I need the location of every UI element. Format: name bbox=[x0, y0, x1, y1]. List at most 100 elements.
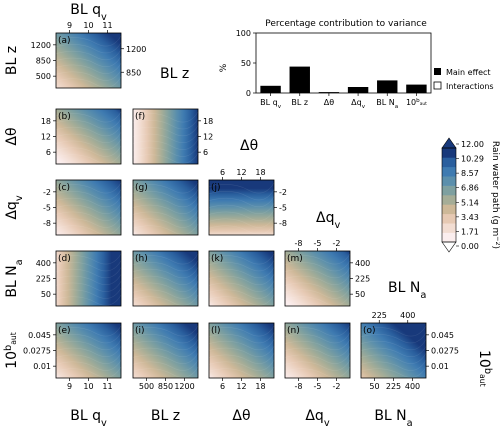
diag-top-tick: 400 bbox=[400, 311, 415, 320]
colorbar: 12.00 10.29 8.57 6.86 5.14 3.43 1.71 0.00 Rain w… bbox=[441, 137, 500, 253]
ytick-dqv: -2 bbox=[43, 188, 51, 197]
colorbar-tick: 6.86 bbox=[461, 184, 479, 193]
xtick-dtheta: 6 bbox=[220, 382, 225, 391]
ytick-dqv: -5 bbox=[43, 204, 51, 213]
emulator-grid: (a) (b) (c) (d) (e) (f) (g) (h) (i) (j) (k) (l) (m) (… bbox=[55, 32, 427, 379]
panel-label: (o) bbox=[363, 326, 376, 336]
ytick-z: 1200 bbox=[31, 41, 51, 50]
panel-l: (l) bbox=[208, 322, 275, 379]
panel-label: (b) bbox=[58, 112, 71, 122]
bar-chart-title: Percentage contribution to variance bbox=[265, 19, 427, 29]
rtick-dtheta: 6 bbox=[203, 148, 208, 157]
bar-xtick: Δqv bbox=[351, 98, 366, 110]
colorbar-segment bbox=[442, 157, 456, 168]
grid-axes: 9 10 11 BL qv 500 850 1200 BL z 6 12 18 Δθ -8 -5 -2 Δqv… bbox=[3, 2, 494, 427]
ytick-dqv: -8 bbox=[43, 219, 51, 228]
bar-xtick: Δθ bbox=[324, 98, 334, 107]
panel-o: (o) bbox=[360, 322, 427, 379]
xtick-qv: 9 bbox=[67, 382, 72, 391]
diagonal-label: Δqv bbox=[316, 210, 340, 231]
panel-e: (e) bbox=[55, 322, 122, 379]
ylabel-dqv: Δqv bbox=[4, 195, 25, 219]
rtick-baut: 0.01 bbox=[431, 362, 449, 371]
colorbar-tick: 10.29 bbox=[461, 155, 484, 164]
rtick-baut: 0.0275 bbox=[431, 347, 459, 356]
bar-axes bbox=[255, 32, 432, 94]
diag-top-tick: 6 bbox=[220, 168, 225, 177]
rtick-z: 1200 bbox=[126, 45, 146, 54]
panel-b: (b) bbox=[55, 108, 122, 165]
colorbar-tick: 1.71 bbox=[461, 227, 479, 236]
xtick-qv: 10 bbox=[83, 382, 93, 391]
rtick-z: 850 bbox=[126, 68, 141, 77]
ytick-baut: 0.01 bbox=[33, 362, 51, 371]
colorbar-segment bbox=[442, 148, 456, 158]
rtick-dqv: -2 bbox=[279, 188, 287, 197]
panel-label: (k) bbox=[211, 254, 223, 264]
diag-top-tick: -5 bbox=[314, 239, 322, 248]
panel-label: (i) bbox=[135, 326, 145, 336]
xtick-dtheta: 18 bbox=[255, 382, 265, 391]
diag-top-tick: 18 bbox=[255, 168, 265, 177]
xtick-dqv: -2 bbox=[333, 382, 341, 391]
panel-label: (a) bbox=[58, 36, 71, 46]
panel-k: (k) bbox=[208, 250, 275, 307]
colorbar-segment bbox=[442, 176, 456, 186]
ylabel-z: BL z bbox=[4, 46, 20, 75]
colorbar-segment bbox=[442, 213, 456, 224]
ylabel-na: BL Na bbox=[4, 259, 25, 297]
colorbar-bottom-cap bbox=[441, 241, 457, 253]
ytick-na: 225 bbox=[36, 275, 51, 284]
bar-xtick: BL qv bbox=[260, 98, 282, 110]
panel-label: (e) bbox=[58, 326, 71, 336]
panel-a: (a) bbox=[55, 32, 122, 89]
xtick-na: 50 bbox=[369, 382, 379, 391]
panel-label: (d) bbox=[58, 254, 71, 264]
legend-interactions: Interactions bbox=[446, 82, 494, 91]
top-tick: 11 bbox=[102, 21, 112, 30]
ytick-baut: 0.045 bbox=[28, 331, 51, 340]
panel-c: (c) bbox=[55, 179, 122, 236]
xtick-z: 500 bbox=[139, 382, 154, 391]
xtick-dtheta: 12 bbox=[236, 382, 246, 391]
colorbar-tick: 5.14 bbox=[461, 198, 479, 207]
xlabel-z: BL z bbox=[151, 408, 180, 424]
bar-main-2 bbox=[318, 92, 340, 93]
colorbar-segment bbox=[442, 185, 456, 196]
panel-d: (d) bbox=[55, 250, 122, 307]
diag-top-tick: 12 bbox=[236, 168, 246, 177]
bar-ytick: 50 bbox=[241, 59, 251, 68]
panel-label: (g) bbox=[135, 183, 148, 193]
rtick-baut: 0.045 bbox=[431, 331, 454, 340]
colorbar-label: Rain water path (g m−2) bbox=[490, 141, 500, 249]
xtick-qv: 11 bbox=[102, 382, 112, 391]
bar-chart-ylabel: % bbox=[219, 63, 229, 72]
variance-bar-chart: Percentage contribution to variance % 0 5… bbox=[219, 19, 432, 110]
bar-main-5 bbox=[406, 84, 427, 93]
panel-g: (g) bbox=[132, 179, 199, 236]
bar-main-3 bbox=[347, 87, 369, 93]
bar-main-4 bbox=[377, 80, 398, 93]
colorbar-tick: 12.00 bbox=[461, 140, 484, 149]
xtick-z: 1200 bbox=[174, 382, 194, 391]
panel-label: (h) bbox=[135, 254, 148, 264]
ytick-z: 850 bbox=[36, 57, 51, 66]
panel-f: (f) bbox=[132, 108, 199, 165]
colorbar-top-cap bbox=[441, 137, 457, 149]
colorbar-segment bbox=[442, 204, 456, 215]
rtick-na: 50 bbox=[355, 290, 365, 299]
bar-xtick: BL Na bbox=[376, 98, 398, 110]
colorbar-segment bbox=[442, 195, 456, 205]
xlabel-dtheta: Δθ bbox=[232, 408, 250, 424]
top-tick: 10 bbox=[83, 21, 93, 30]
diag-top-tick: 225 bbox=[372, 311, 387, 320]
xtick-dqv: -5 bbox=[314, 382, 322, 391]
rtick-dtheta: 18 bbox=[203, 117, 213, 126]
xlabel-dqv: Δqv bbox=[305, 408, 329, 427]
rtick-dqv: -8 bbox=[279, 219, 287, 228]
panel-label: (j) bbox=[211, 183, 221, 193]
colorbar-segment bbox=[442, 166, 456, 177]
rtick-dqv: -5 bbox=[279, 204, 287, 213]
panel-label: (c) bbox=[58, 183, 70, 193]
